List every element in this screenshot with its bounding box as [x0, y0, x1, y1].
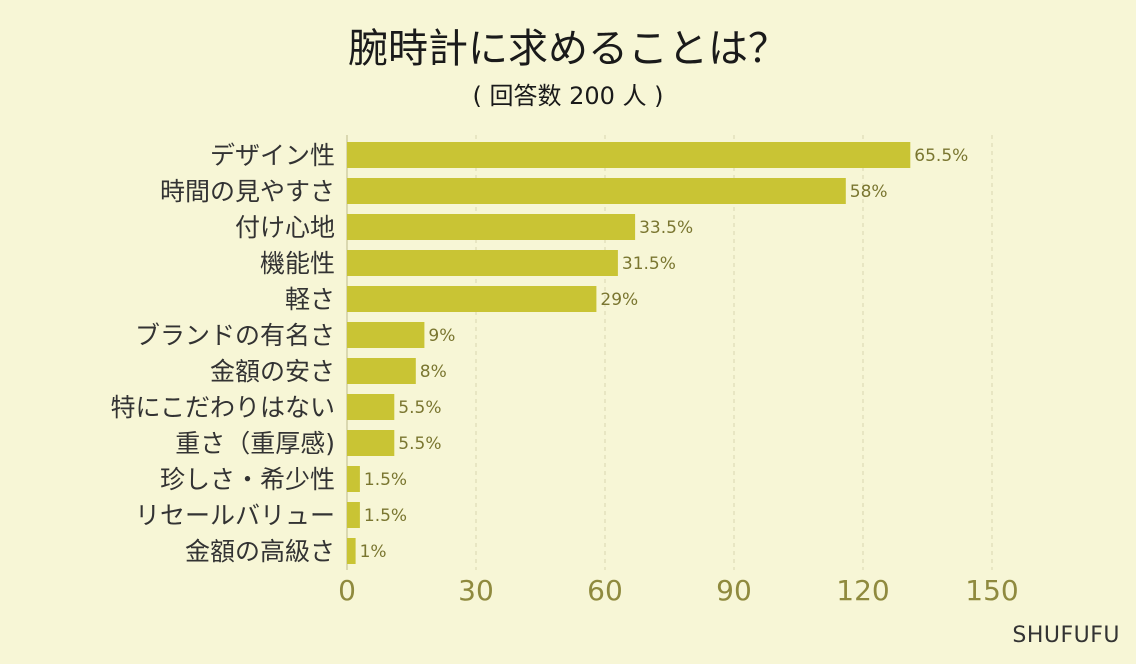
chart-title: 腕時計に求めることは？	[348, 26, 788, 72]
bar	[347, 430, 395, 456]
brand-logo-text: SHUFUFU	[1012, 623, 1120, 648]
data-label: 5.5%	[398, 434, 441, 454]
category-label: 時間の見やすさ	[160, 177, 335, 206]
category-label: 特にこだわりはない	[110, 393, 335, 422]
x-tick-label: 90	[716, 574, 752, 607]
category-label: 軽さ	[285, 285, 335, 314]
data-label: 33.5%	[639, 218, 693, 238]
bar	[347, 502, 360, 528]
category-label: 金額の安さ	[210, 357, 335, 386]
data-label: 1%	[360, 542, 387, 562]
bar	[347, 142, 911, 168]
category-label: ブランドの有名さ	[135, 321, 335, 350]
bar	[347, 466, 360, 492]
data-label: 58%	[850, 182, 888, 202]
data-label: 8%	[420, 362, 447, 382]
data-label: 65.5%	[914, 146, 968, 166]
x-tick-label: 30	[458, 574, 494, 607]
bar	[347, 538, 356, 564]
category-label: 付け心地	[235, 213, 335, 242]
data-label: 31.5%	[622, 254, 676, 274]
data-label: 1.5%	[364, 506, 407, 526]
bar	[347, 214, 636, 240]
category-label: 機能性	[260, 249, 335, 278]
x-tick-label: 0	[338, 574, 356, 607]
data-label: 9%	[428, 326, 455, 346]
bar	[347, 322, 425, 348]
category-label: リセールバリュー	[135, 501, 335, 530]
bar	[347, 286, 597, 312]
data-label: 1.5%	[364, 470, 407, 490]
data-label: 29%	[600, 290, 638, 310]
bar	[347, 178, 846, 204]
x-tick-label: 120	[836, 574, 889, 607]
bar	[347, 250, 618, 276]
chart-subtitle: ( 回答数 200 人 )	[472, 82, 664, 110]
x-tick-label: 60	[587, 574, 623, 607]
x-tick-label: 150	[965, 574, 1018, 607]
category-label: デザイン性	[210, 141, 335, 170]
data-label: 5.5%	[398, 398, 441, 418]
category-label: 金額の高級さ	[185, 537, 335, 566]
bar	[347, 358, 416, 384]
category-label: 重さ（重厚感)	[175, 429, 335, 458]
bar	[347, 394, 395, 420]
category-label: 珍しさ・希少性	[160, 465, 335, 494]
